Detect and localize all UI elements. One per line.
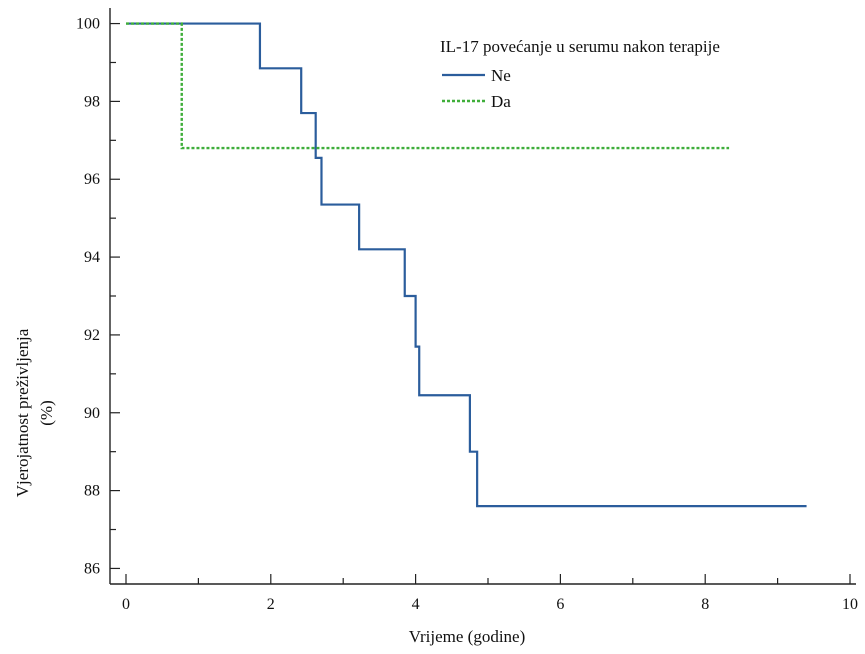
y-axis-ticks: 86 88 90 92 94 96 98 100 [76, 16, 120, 577]
y-axis-title: Vjerojatnost preživljenja [13, 328, 32, 497]
x-tick-label: 4 [412, 596, 420, 613]
x-tick-label: 8 [701, 596, 709, 613]
x-axis-title: Vrijeme (godine) [409, 627, 526, 646]
legend-label-da: Da [491, 92, 511, 111]
y-axis-title-unit: (%) [37, 400, 56, 425]
legend-title: IL-17 povećanje u serumu nakon terapije [440, 37, 720, 56]
series-line-da [126, 22, 730, 150]
axes [109, 8, 856, 585]
x-tick-label: 2 [267, 596, 275, 613]
series-lines [126, 22, 807, 508]
y-tick-label: 98 [84, 93, 100, 110]
y-tick-label: 88 [84, 483, 100, 500]
y-tick-label: 86 [84, 560, 100, 577]
x-tick-label: 10 [842, 596, 858, 613]
x-tick-label: 6 [556, 596, 564, 613]
y-tick-label: 94 [84, 249, 100, 266]
x-tick-label: 0 [122, 596, 130, 613]
series-line-ne [126, 22, 807, 508]
y-tick-label: 96 [84, 171, 100, 188]
y-tick-label: 100 [76, 16, 100, 33]
y-tick-label: 92 [84, 327, 100, 344]
x-axis-ticks: 0 2 4 6 8 10 [122, 574, 858, 613]
y-tick-label: 90 [84, 405, 100, 422]
legend: IL-17 povećanje u serumu nakon terapije … [440, 37, 720, 111]
legend-label-ne: Ne [491, 66, 511, 85]
